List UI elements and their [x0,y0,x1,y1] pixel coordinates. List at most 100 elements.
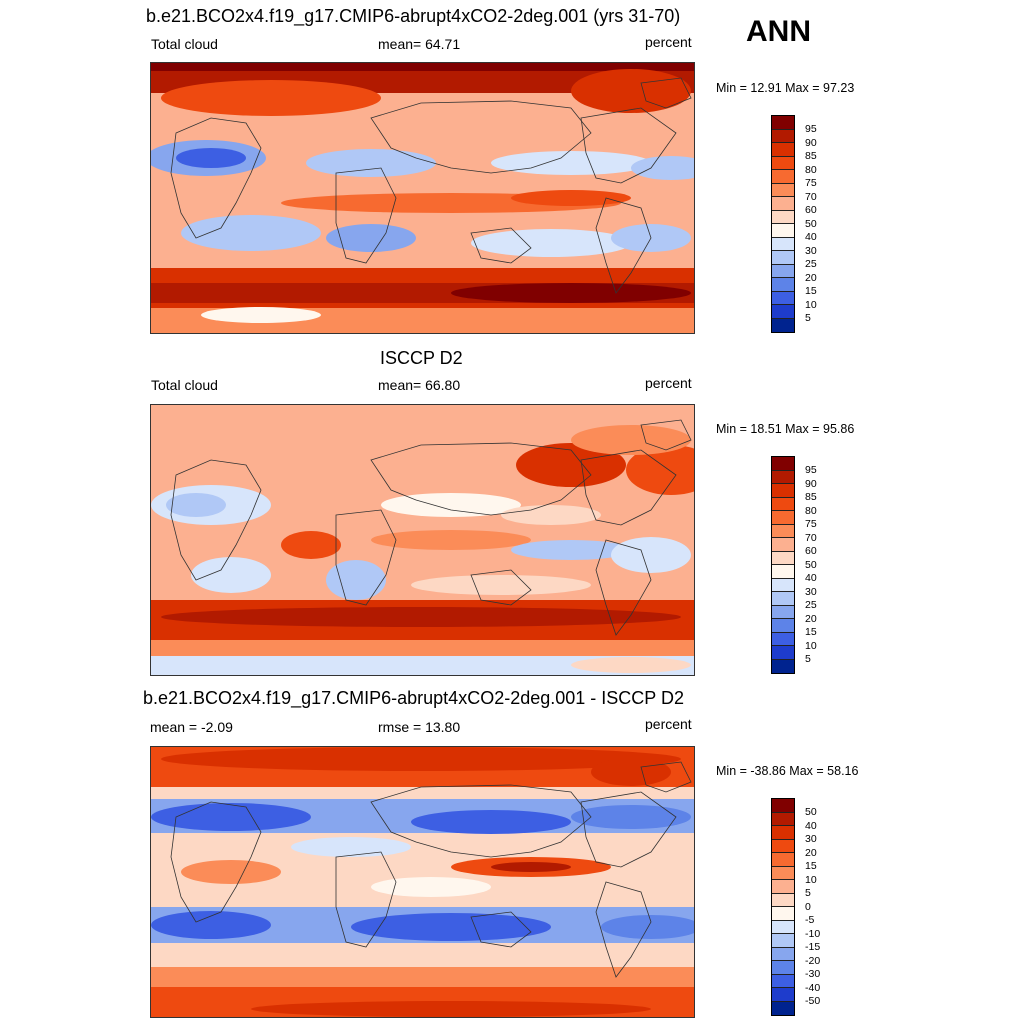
colorbar-tick: -10 [805,927,821,940]
colorbar-tick: 25 [805,258,817,270]
colorbar-tick: 80 [805,504,817,517]
colorbar-tick: 20 [805,846,817,859]
colorbar-swatch [772,224,794,238]
colorbar-tick: 40 [805,231,817,243]
panel-rmse-diff: rmse = 13.80 [378,719,461,735]
colorbar-tick: 50 [805,806,817,818]
colorbar-swatch [772,497,794,511]
colorbar-swatch [772,457,794,471]
colorbar-tick: 40 [805,572,817,584]
colorbar-tick: -20 [805,954,821,967]
colorbar-tick: 95 [805,464,817,476]
colorbar-tick: -30 [805,968,821,980]
colorbar-swatch [772,853,794,867]
panel-left-label-model: Total cloud [151,36,218,52]
colorbar-swatch [772,470,794,484]
colorbar-tick: 15 [805,626,817,638]
panel-title-obs: ISCCP D2 [380,348,463,368]
colorbar-swatch [772,1001,794,1015]
map-model [150,62,695,334]
colorbar-tick: 10 [805,639,817,652]
colorbar-swatch [772,839,794,853]
colorbar-tick: 30 [805,244,817,257]
colorbar-swatch [772,974,794,988]
colorbar-tick: 85 [805,150,817,162]
colorbar-swatch [772,511,794,525]
colorbar-tick: 60 [805,204,817,216]
colorbar-tick: 50 [805,217,817,230]
colorbar-swatch [772,278,794,292]
colorbar-swatch [772,183,794,197]
colorbar-swatch [772,961,794,975]
colorbar-swatch [772,988,794,1002]
colorbar-swatch [772,197,794,211]
colorbar-tick: 40 [805,819,817,832]
colorbar-diff [771,798,795,1016]
colorbar-swatch [772,538,794,552]
colorbar-tick: 0 [805,900,811,913]
colorbar-swatch [772,893,794,907]
colorbar-tick: -15 [805,941,821,953]
panel-title-model: b.e21.BCO2x4.f19_g17.CMIP6-abrupt4xCO2-2… [146,6,681,26]
colorbar-swatch [772,116,794,130]
colorbar-tick: -5 [805,914,815,926]
colorbar-tick: 50 [805,558,817,571]
panel-mean-diff: mean = -2.09 [150,719,233,735]
colorbar-swatch [772,143,794,157]
colorbar-swatch [772,170,794,184]
panel-mean-obs: mean= 66.80 [378,377,461,393]
colorbar-swatch [772,632,794,646]
colorbar-swatch [772,551,794,565]
colorbar-tick: -50 [805,995,821,1007]
colorbar-tick: 85 [805,491,817,503]
colorbar-tick: 20 [805,271,817,284]
colorbar-swatch [772,619,794,633]
map-diff [150,746,695,1018]
colorbar-swatch [772,920,794,934]
colorbar-swatch [772,866,794,880]
panel-title-diff: b.e21.BCO2x4.f19_g17.CMIP6-abrupt4xCO2-2… [143,688,684,708]
colorbar-swatch [772,524,794,538]
colorbar-tick: 90 [805,477,817,490]
colorbar-swatch [772,659,794,673]
colorbar-tick: 70 [805,531,817,544]
colorbar-tick: 95 [805,123,817,135]
panel-units-model: percent [645,34,692,50]
colorbar-tick: 5 [805,653,811,665]
colorbar-swatch [772,237,794,251]
panel-units-obs: percent [645,375,692,391]
colorbar-swatch [772,947,794,961]
colorbar-tick: 20 [805,612,817,625]
colorbar-tick: 25 [805,599,817,611]
colorbar-tick: 30 [805,833,817,845]
colorbar-tick: 10 [805,873,817,886]
panel-mean-model: mean= 64.71 [378,36,461,52]
colorbar-tick: 15 [805,285,817,297]
colorbar-swatch [772,605,794,619]
colorbar-tick: 10 [805,298,817,311]
colorbar-swatch [772,484,794,498]
colorbar-swatch [772,156,794,170]
colorbar-obs [771,456,795,674]
colorbar-swatch [772,305,794,319]
colorbar-swatch [772,251,794,265]
colorbar-tick: -40 [805,981,821,994]
colorbar-swatch [772,799,794,813]
colorbar-tick: 30 [805,585,817,598]
colorbar-swatch [772,934,794,948]
colorbar-tick: 80 [805,163,817,176]
min-max-obs: Min = 18.51 Max = 95.86 [716,422,855,436]
colorbar-tick: 90 [805,136,817,149]
colorbar-swatch [772,264,794,278]
colorbar-model [771,115,795,333]
colorbar-swatch [772,826,794,840]
colorbar-swatch [772,318,794,332]
colorbar-tick: 60 [805,545,817,557]
season-label: ANN [746,15,811,48]
panel-units-diff: percent [645,716,692,732]
colorbar-swatch [772,812,794,826]
colorbar-swatch [772,646,794,660]
min-max-model: Min = 12.91 Max = 97.23 [716,81,855,95]
colorbar-swatch [772,592,794,606]
colorbar-tick: 70 [805,190,817,203]
